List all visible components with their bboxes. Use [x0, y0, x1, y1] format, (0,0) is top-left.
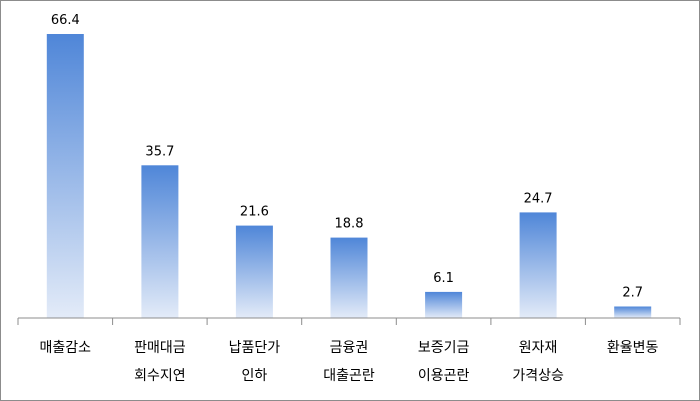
- data-label-4: 18.8: [335, 217, 364, 232]
- x-tick-label-5: 보증기금 이용곤란: [418, 340, 470, 384]
- x-tick-label-3: 납품단가 인하: [229, 340, 281, 384]
- bar-2: [141, 165, 179, 318]
- x-tick-labels: 매출감소 판매대금 회수지연 납품단가 인하 금융권 대출곤란 보증기금 이용곤란 원자재 가격상승…: [40, 340, 659, 384]
- bar-5: [425, 291, 463, 318]
- data-label-2: 35.7: [145, 144, 174, 159]
- bar-6: [519, 212, 557, 318]
- data-label-3: 21.6: [240, 205, 269, 220]
- x-tick-label-4: 금융권 대출곤란: [323, 340, 375, 384]
- bar-4: [330, 237, 368, 318]
- data-label-7: 2.7: [622, 286, 643, 301]
- data-label-1: 66.4: [51, 13, 80, 28]
- x-tick-label-2: 판매대금 회수지연: [134, 340, 186, 384]
- bars-group: 66.4 35.7 21.6 18.8 6.1 24.7 2.7: [46, 13, 652, 318]
- x-axis: [17, 317, 681, 325]
- data-label-6: 24.7: [524, 191, 553, 206]
- x-tick-label-7: 환율변동: [607, 340, 659, 356]
- bar-3: [235, 225, 273, 318]
- x-tick-label-6: 원자재 가격상승: [512, 340, 564, 384]
- bar-7: [614, 306, 652, 318]
- data-label-5: 6.1: [433, 271, 454, 286]
- x-tick-label-1: 매출감소: [40, 340, 92, 356]
- bar-1: [46, 34, 84, 318]
